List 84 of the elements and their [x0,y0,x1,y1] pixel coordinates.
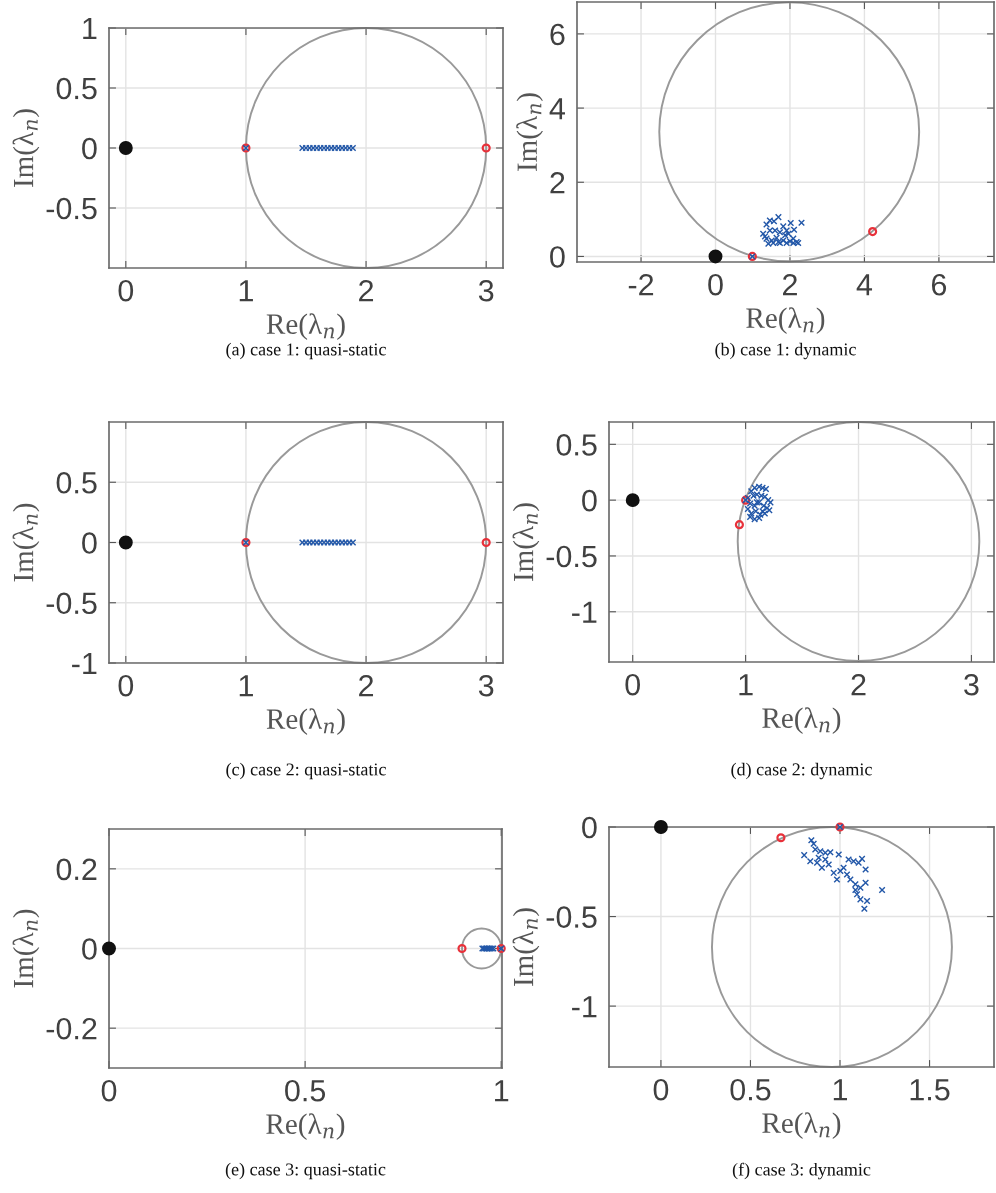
point [766,216,774,224]
y-tick-label: 0.2 [56,858,97,881]
y-tick-label: 0 [582,489,597,512]
x-tick-label: 4 [856,274,873,296]
x-tick-label: 2 [783,273,797,296]
x-axis-title: Re(λ$_{n}$) [266,708,345,735]
y-tick-label: 0.5 [56,77,97,100]
y-tick-label: 0 [82,137,97,160]
point [835,851,843,859]
text: (b) case 1: dynamic [715,342,856,360]
y-tick-label: 0 [82,938,97,960]
y-axis-title: Im(λ$_{n}$) [12,909,40,988]
y-tick-label: 2 [550,171,565,194]
point [862,865,870,873]
text: (c) case 2: quasi-static [226,762,386,780]
x-tick-label: 0 [118,674,134,697]
y-tick-label: -1 [572,996,597,1018]
point [776,833,786,843]
y-tick-label: 1 [83,18,97,40]
text: (d) case 2: dynamic [731,762,872,780]
x-tick-label: 1 [239,675,253,697]
point [833,876,841,883]
x-tick-label: 3 [478,674,494,697]
x-tick-label: 2 [359,279,374,302]
text: (f) case 3: dynamic [732,1162,871,1180]
y-axis-title: Im(λ$_{n}$) [516,93,543,172]
y-tick-label: 0 [550,246,565,268]
point [653,820,668,834]
x-tick-label: 0 [653,1078,669,1101]
x-tick-label: 0 [708,273,723,296]
x-tick-label: 1 [739,674,753,696]
point [878,886,886,894]
y-axis-title: Im(λ$_{n}$) [12,503,40,582]
text: (e) case 3: quasi-static [225,1162,386,1180]
x-tick-label: 3 [478,279,494,302]
y-tick-label: 0.5 [56,471,97,494]
x-tick-label: -2 [628,273,654,296]
y-tick-label: -0.5 [546,906,597,928]
point [818,864,826,872]
point [625,493,640,508]
x-tick-label: 0 [101,1079,117,1102]
point [810,840,818,848]
y-tick-label: -0.2 [46,1017,97,1040]
x-tick-label: 1 [239,280,253,302]
y-tick-label: -0.5 [46,592,97,615]
x-axis-title: Re(λ$_{n}$) [266,1113,345,1140]
y-tick-label: 0 [82,532,97,554]
x-tick-label: 2 [359,674,374,697]
x-tick-label: 3 [964,673,979,696]
x-tick-label: 1.5 [910,1079,950,1101]
y-axis-title: Im(λ$_{n}$) [512,503,540,582]
x-tick-label: 6 [931,273,947,296]
x-tick-label: 0 [118,279,134,302]
y-tick-label: 0 [582,816,597,839]
y-tick-label: 4 [549,98,565,120]
point [846,876,854,883]
x-tick-label: 1 [833,1079,848,1101]
point [787,219,795,227]
y-tick-label: 0.5 [556,434,597,456]
x-tick-label: 0 [625,673,641,696]
point [708,249,723,264]
x-axis-title: Re(λ$_{n}$) [762,1112,841,1139]
point [734,520,744,530]
y-tick-label: 6 [550,23,565,46]
y-tick-label: -0.5 [546,545,597,568]
x-tick-label: 0.5 [285,1079,326,1102]
point [798,219,805,227]
x-axis-title: Re(λ$_{n}$) [266,313,345,340]
x-tick-label: 1 [495,1080,509,1102]
text: (a) case 1: quasi-static [226,342,386,360]
point [840,864,848,872]
y-tick-label: -1 [572,601,597,623]
x-tick-label: 0.5 [730,1078,771,1101]
point [800,851,808,859]
y-tick-label: -1 [72,653,97,675]
point [862,879,870,887]
y-tick-label: -0.5 [46,197,97,220]
x-axis-title: Re(λ$_{n}$) [746,307,825,334]
point [843,870,851,878]
y-axis-title: Im(λ$_{n}$) [512,908,540,987]
point [868,227,878,237]
x-axis-title: Re(λ$_{n}$) [762,707,841,734]
y-axis-title: Im(λ$_{n}$) [12,109,40,188]
x-tick-label: 2 [851,673,866,696]
